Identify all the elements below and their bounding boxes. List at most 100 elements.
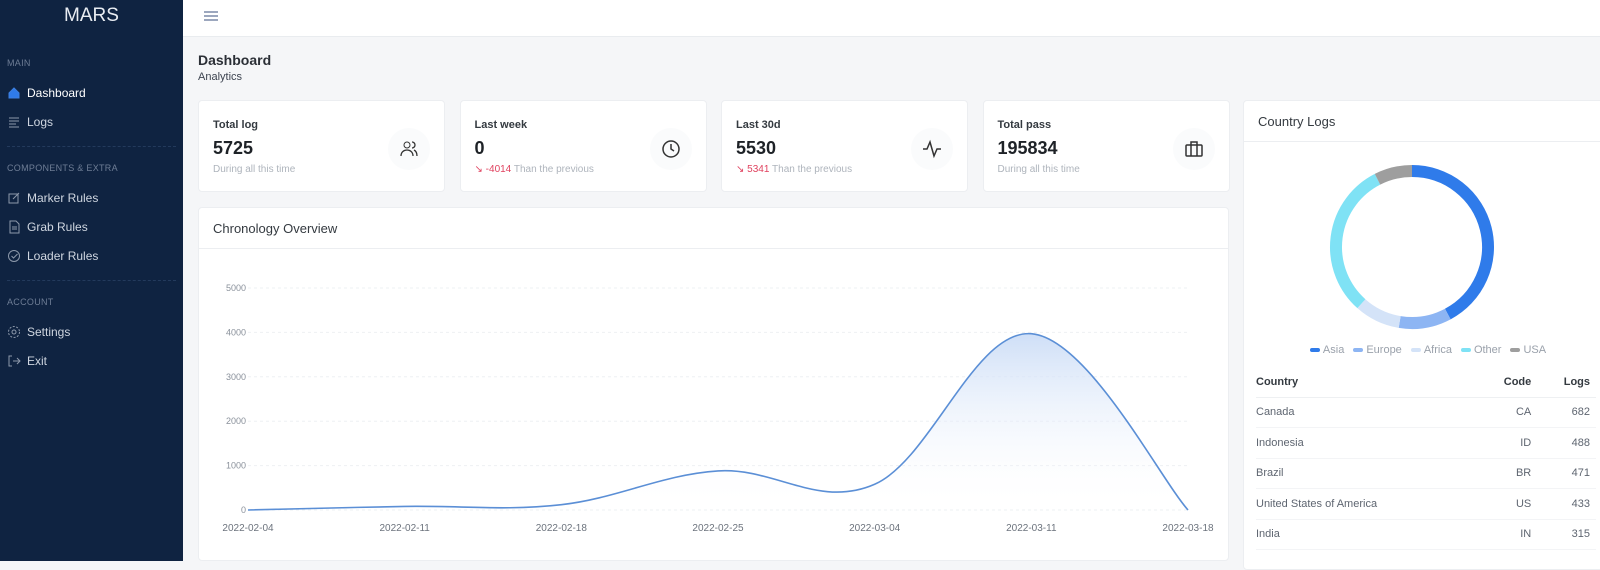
cell-code: ID — [1476, 428, 1537, 459]
sidebar-section-title: MAIN — [0, 58, 183, 68]
stat-delta: 5341 — [747, 164, 769, 175]
sidebar-item-label: Dashboard — [27, 86, 86, 100]
list-icon — [7, 115, 21, 129]
cell-logs: 433 — [1537, 489, 1596, 520]
clock-icon — [661, 139, 681, 159]
legend-item[interactable]: Europe — [1353, 344, 1401, 356]
cell-country: Brazil — [1256, 458, 1476, 489]
stat-note-text: Than the previous — [772, 164, 852, 175]
legend-label: Africa — [1424, 344, 1452, 356]
sidebar-item-loader-rules[interactable]: Loader Rules — [0, 241, 183, 270]
stat-value: 0 — [475, 138, 485, 159]
donut-slice-africa[interactable] — [1361, 304, 1399, 322]
stat-note: ↘ 5341 Than the previous — [736, 164, 852, 175]
hamburger-menu-icon[interactable] — [203, 9, 219, 23]
users-icon — [399, 139, 419, 159]
stat-delta: -4014 — [486, 164, 512, 175]
stat-note: During all this time — [998, 164, 1080, 175]
legend-label: USA — [1523, 344, 1546, 356]
trend-down-icon: ↘ — [475, 164, 486, 175]
legend-label: Other — [1474, 344, 1502, 356]
col-logs: Logs — [1537, 367, 1596, 397]
sidebar-item-settings[interactable]: Settings — [0, 317, 183, 346]
activity-icon — [922, 139, 942, 159]
stat-card-0: Total log 5725 During all this time — [198, 100, 445, 192]
x-tick-label: 2022-02-25 — [692, 523, 744, 534]
donut-slice-europe[interactable] — [1400, 314, 1448, 323]
stat-note: ↘ -4014 Than the previous — [475, 164, 594, 175]
cell-country: United States of America — [1256, 489, 1476, 520]
legend-label: Asia — [1323, 344, 1344, 356]
stat-note: During all this time — [213, 164, 295, 175]
edit-icon — [7, 191, 21, 205]
x-tick-label: 2022-02-18 — [536, 523, 588, 534]
area-fill — [248, 334, 1188, 510]
page-header: Dashboard Analytics — [198, 52, 271, 83]
sidebar-item-marker-rules[interactable]: Marker Rules — [0, 183, 183, 212]
country-logs-title: Country Logs — [1258, 114, 1335, 129]
check-circle-icon — [7, 249, 21, 263]
file-icon — [7, 220, 21, 234]
sidebar-section-title: ACCOUNT — [0, 297, 183, 307]
y-tick-label: 5000 — [226, 283, 246, 293]
stat-card-3: Total pass 195834 During all this time — [983, 100, 1230, 192]
sidebar-item-label: Logs — [27, 115, 53, 129]
col-code: Code — [1476, 367, 1537, 397]
stat-label: Total log — [213, 119, 258, 131]
legend-item[interactable]: Africa — [1411, 344, 1452, 356]
stat-value: 5530 — [736, 138, 776, 159]
x-tick-label: 2022-03-11 — [1006, 523, 1057, 534]
cell-code: BR — [1476, 458, 1537, 489]
x-tick-label: 2022-02-04 — [222, 523, 274, 534]
legend-item[interactable]: Asia — [1310, 344, 1344, 356]
y-tick-label: 4000 — [226, 327, 246, 337]
legend-item[interactable]: USA — [1510, 344, 1546, 356]
stat-label: Last week — [475, 119, 528, 131]
cell-country: Indonesia — [1256, 428, 1476, 459]
stat-value: 195834 — [998, 138, 1058, 159]
donut-slice-usa[interactable] — [1377, 171, 1412, 179]
y-tick-label: 1000 — [226, 461, 246, 471]
legend-label: Europe — [1366, 344, 1401, 356]
sidebar-item-label: Grab Rules — [27, 220, 88, 234]
donut-slice-asia[interactable] — [1412, 171, 1488, 314]
x-tick-label: 2022-03-04 — [849, 523, 901, 534]
stat-note-text: During all this time — [213, 164, 295, 175]
y-tick-label: 3000 — [226, 372, 246, 382]
donut-slice-other[interactable] — [1336, 179, 1377, 303]
cell-code: IN — [1476, 519, 1537, 550]
country-logs-card: Country Logs Asia Europe Africa Other USA Co… — [1243, 100, 1600, 570]
col-country: Country — [1256, 367, 1476, 397]
x-tick-label: 2022-02-11 — [379, 523, 430, 534]
stat-note-text: During all this time — [998, 164, 1080, 175]
legend-item[interactable]: Other — [1461, 344, 1502, 356]
cell-country: Canada — [1256, 397, 1476, 428]
sidebar-item-label: Loader Rules — [27, 249, 98, 263]
logout-icon — [7, 354, 21, 368]
y-tick-label: 2000 — [226, 416, 246, 426]
home-icon — [7, 86, 21, 100]
sidebar-item-grab-rules[interactable]: Grab Rules — [0, 212, 183, 241]
trend-down-icon: ↘ — [736, 164, 747, 175]
sidebar-item-logs[interactable]: Logs — [0, 107, 183, 136]
sidebar-item-label: Exit — [27, 354, 47, 368]
cell-logs: 682 — [1537, 397, 1596, 428]
y-tick-label: 0 — [241, 505, 246, 515]
sidebar-section-title: COMPONENTS & EXTRA — [0, 163, 183, 173]
stat-value: 5725 — [213, 138, 253, 159]
cell-country: India — [1256, 519, 1476, 550]
sidebar-item-exit[interactable]: Exit — [0, 346, 183, 375]
sidebar-item-dashboard[interactable]: Dashboard — [0, 78, 183, 107]
briefcase-icon — [1184, 139, 1204, 159]
topbar — [183, 0, 1600, 37]
stat-card-2: Last 30d 5530 ↘ 5341 Than the previous — [721, 100, 968, 192]
cell-code: CA — [1476, 397, 1537, 428]
cell-code: US — [1476, 489, 1537, 520]
